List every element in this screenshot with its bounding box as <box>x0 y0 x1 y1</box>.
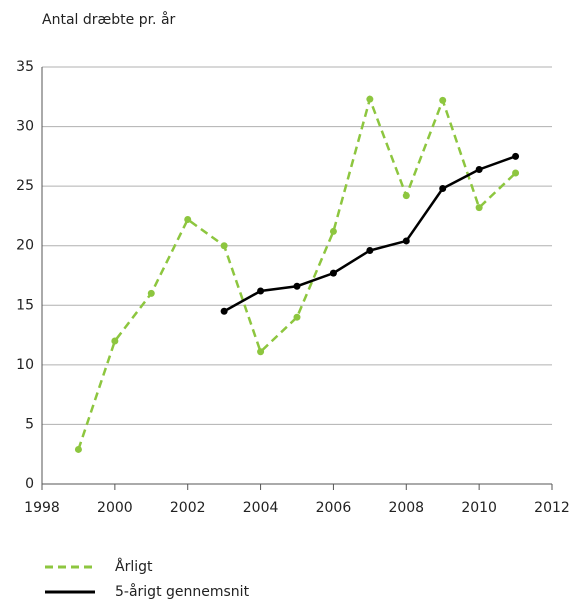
data-point <box>293 282 301 290</box>
x-tick-label: 2010 <box>461 500 497 516</box>
data-point <box>402 237 410 245</box>
data-point <box>512 169 520 177</box>
series-line <box>77 95 517 450</box>
data-point <box>220 307 228 315</box>
x-tick-label: 1998 <box>24 500 60 516</box>
y-tick-label: 20 <box>16 238 34 254</box>
data-point <box>257 287 265 295</box>
y-tick-label: 30 <box>16 119 34 135</box>
data-point <box>402 192 410 200</box>
data-point <box>147 289 155 297</box>
data-point <box>366 246 374 254</box>
y-tick-label: 5 <box>25 416 34 432</box>
y-tick-label: 35 <box>16 59 34 75</box>
data-point <box>220 242 228 250</box>
x-tick-label: 2012 <box>534 500 570 516</box>
y-axis-label: Antal dræbte pr. år <box>42 11 176 28</box>
x-tick-label: 2006 <box>316 500 352 516</box>
data-point <box>329 269 337 277</box>
data-point <box>475 204 483 212</box>
legend-label: Årligt <box>115 558 153 575</box>
data-point <box>293 313 301 321</box>
data-point <box>475 165 483 173</box>
y-tick-label: 25 <box>16 178 34 194</box>
data-point <box>111 337 119 345</box>
legend-label: 5-årigt gennemsnit <box>115 583 250 600</box>
y-tick-label: 10 <box>16 357 34 373</box>
series-line <box>223 155 516 313</box>
x-tick-label: 2000 <box>97 500 133 516</box>
y-tick-label: 15 <box>16 297 34 313</box>
x-tick-label: 2004 <box>243 500 279 516</box>
data-point <box>366 95 374 103</box>
data-point <box>512 152 520 160</box>
data-point <box>439 96 447 104</box>
data-point <box>74 445 82 453</box>
data-point <box>439 185 447 193</box>
data-point <box>329 227 337 235</box>
data-point <box>184 216 192 224</box>
x-tick-label: 2008 <box>388 500 424 516</box>
data-point <box>257 348 265 356</box>
x-tick-label: 2002 <box>170 500 206 516</box>
y-tick-label: 0 <box>25 476 34 492</box>
